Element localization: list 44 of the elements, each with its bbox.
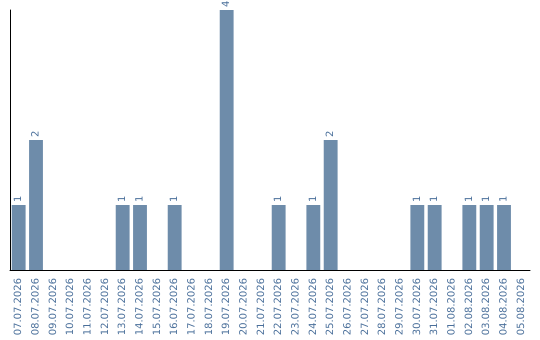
- x-tick-label: 08.07.2026: [30, 278, 42, 336]
- data-label: 1: [13, 196, 24, 202]
- x-tick-label: 10.07.2026: [65, 278, 76, 336]
- data-label: 1: [498, 196, 510, 202]
- x-tick-label: 17.07.2026: [186, 278, 198, 336]
- x-tick-label: 21.07.2026: [256, 278, 267, 336]
- x-tick-label: 05.08.2026: [516, 278, 527, 336]
- x-tick-label: 12.07.2026: [100, 278, 111, 336]
- data-label: 1: [412, 196, 423, 202]
- x-tick-label: 01.08.2026: [446, 278, 458, 336]
- x-tick-label: 18.07.2026: [204, 278, 215, 336]
- x-tick-label: 14.07.2026: [134, 278, 146, 336]
- x-tick-label: 03.08.2026: [481, 278, 492, 336]
- x-tick-label: 30.07.2026: [412, 278, 423, 336]
- x-tick-label: 25.07.2026: [325, 278, 336, 336]
- x-tick-label: 20.07.2026: [238, 278, 250, 336]
- data-label: 1: [169, 196, 180, 202]
- data-label: 4: [221, 0, 232, 7]
- data-label: 1: [273, 196, 284, 202]
- data-label: 1: [308, 196, 319, 202]
- x-tick-label: 04.08.2026: [498, 278, 510, 336]
- x-tick-label: 15.07.2026: [152, 278, 163, 336]
- x-tick-label: 27.07.2026: [360, 278, 371, 336]
- x-tick-label: 24.07.2026: [308, 278, 319, 336]
- data-label: 1: [429, 196, 440, 202]
- x-tick-label: 07.07.2026: [13, 278, 24, 336]
- x-tick-label: 28.07.2026: [377, 278, 388, 336]
- data-label: 1: [464, 196, 475, 202]
- data-label: 1: [117, 196, 128, 202]
- x-tick-label: 16.07.2026: [169, 278, 180, 336]
- data-label: 2: [30, 130, 42, 137]
- x-tick-label: 13.07.2026: [117, 278, 128, 336]
- x-tick-label: 09.07.2026: [48, 278, 59, 336]
- x-tick-label: 29.07.2026: [394, 278, 406, 336]
- x-tick-label: 26.07.2026: [342, 278, 354, 336]
- data-label: 1: [134, 196, 146, 202]
- x-tick-label: 19.07.2026: [221, 278, 232, 336]
- x-tick-label: 22.07.2026: [273, 278, 284, 336]
- x-tick-label: 31.07.2026: [429, 278, 440, 336]
- data-label: 2: [325, 130, 336, 137]
- x-tick-label: 02.08.2026: [464, 278, 475, 336]
- x-tick-label: 11.07.2026: [82, 278, 94, 336]
- data-label: 1: [481, 196, 492, 202]
- x-tick-label: 23.07.2026: [290, 278, 302, 336]
